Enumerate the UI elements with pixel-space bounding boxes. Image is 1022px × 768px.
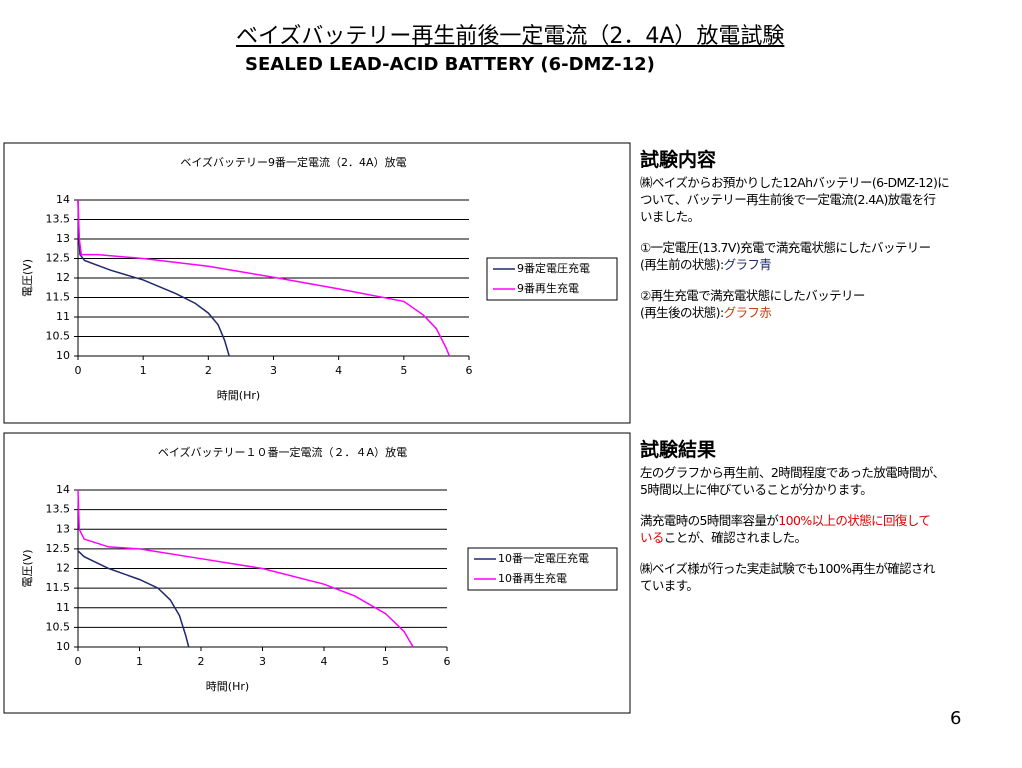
- text-section: 試験内容㈱ベイズからお預かりした12Ahバッテリー(6-DMZ-12)に ついて、…: [640, 148, 1020, 335]
- y-tick-label: 11.5: [46, 291, 71, 304]
- highlight-text: いる: [640, 530, 664, 545]
- x-tick-label: 1: [136, 655, 143, 668]
- paragraph: ㈱ベイズ様が行った実走試験でも100%再生が確認され ています。: [640, 560, 1020, 594]
- x-axis-label: 時間(Hr): [206, 680, 249, 693]
- y-tick-label: 13.5: [46, 503, 71, 516]
- y-tick-label: 10.5: [46, 330, 71, 343]
- text-line: ㈱ベイズからお預かりした12Ahバッテリー(6-DMZ-12)に: [640, 174, 1020, 191]
- y-tick-label: 11: [56, 310, 70, 323]
- text-line: 5時間以上に伸びていることが分かります。: [640, 481, 1020, 498]
- x-tick-label: 0: [75, 655, 82, 668]
- text-run: ①一定電圧(13.7V)充電で満充電状態にしたバッテリー: [640, 240, 931, 255]
- y-axis-label: 電圧(V): [21, 259, 34, 297]
- paragraph: 満充電時の5時間率容量が100%以上の状態に回復して いることが、確認されました。: [640, 512, 1020, 546]
- text-run: いました。: [640, 209, 700, 224]
- text-line: 満充電時の5時間率容量が100%以上の状態に回復して: [640, 512, 1020, 529]
- y-tick-label: 12: [56, 562, 70, 575]
- legend-label: 9番定電圧充電: [517, 261, 590, 275]
- highlight-text: 100%以上の状態に回復して: [778, 513, 931, 528]
- y-tick-label: 11: [56, 601, 70, 614]
- paragraph: ②再生充電で満充電状態にしたバッテリー (再生後の状態):グラフ赤: [640, 287, 1020, 321]
- x-tick-label: 5: [400, 364, 407, 377]
- section-heading: 試験内容: [640, 149, 717, 171]
- text-run: (再生後の状態):: [640, 305, 724, 320]
- x-tick-label: 2: [205, 364, 212, 377]
- page-number: 6: [950, 708, 962, 729]
- slide-subtitle: SEALED LEAD-ACID BATTERY (6-DMZ-12): [245, 54, 655, 75]
- text-run: ②再生充電で満充電状態にしたバッテリー: [640, 288, 865, 303]
- paragraph: 左のグラフから再生前、2時間程度であった放電時間が、 5時間以上に伸びていることが…: [640, 464, 1020, 498]
- x-tick-label: 5: [382, 655, 389, 668]
- x-tick-label: 4: [321, 655, 328, 668]
- text-run: (再生前の状態):: [640, 257, 724, 272]
- x-tick-label: 6: [444, 655, 451, 668]
- chart-title: ベイズバッテリー9番一定電流（2．4A）放電: [180, 155, 406, 169]
- section-heading: 試験結果: [640, 439, 717, 461]
- y-axis-label: 電圧(V): [21, 549, 34, 587]
- slide-title: ベイズバッテリー再生前後一定電流（2．4A）放電試験: [236, 24, 785, 49]
- text-run: ついて、バッテリー再生前後で一定電流(2.4A)放電を行: [640, 192, 936, 207]
- series-line: [77, 199, 451, 357]
- text-run: ことが、確認されました。: [663, 530, 807, 545]
- series-line: [77, 550, 190, 648]
- legend-label: 10番再生充電: [498, 571, 567, 585]
- y-tick-label: 10: [56, 349, 70, 362]
- text-run: 5時間以上に伸びていることが分かります。: [640, 482, 873, 497]
- x-tick-label: 3: [270, 364, 277, 377]
- y-tick-label: 14: [56, 193, 70, 206]
- text-line: (再生後の状態):グラフ赤: [640, 304, 1020, 321]
- y-tick-label: 14: [56, 483, 70, 496]
- series-line: [77, 489, 414, 648]
- text-run: ています。: [640, 578, 699, 593]
- text-run: ㈱ベイズからお預かりした12Ahバッテリー(6-DMZ-12)に: [640, 175, 950, 190]
- legend-box: [486, 257, 618, 301]
- legend-label: 10番一定電圧充電: [498, 551, 589, 565]
- text-line: ついて、バッテリー再生前後で一定電流(2.4A)放電を行: [640, 191, 1020, 208]
- text-line: ㈱ベイズ様が行った実走試験でも100%再生が確認され: [640, 560, 1020, 577]
- y-tick-label: 11.5: [46, 581, 71, 594]
- y-tick-label: 10: [56, 640, 70, 653]
- y-tick-label: 12.5: [46, 252, 71, 265]
- text-section: 試験結果左のグラフから再生前、2時間程度であった放電時間が、 5時間以上に伸びてい…: [640, 438, 1020, 608]
- y-tick-label: 13: [56, 522, 70, 535]
- chart-title: ベイズバッテリー１０番一定電流（２．４A）放電: [158, 445, 407, 459]
- paragraph: ①一定電圧(13.7V)充電で満充電状態にしたバッテリー (再生前の状態):グラフ…: [640, 239, 1020, 273]
- text-line: ①一定電圧(13.7V)充電で満充電状態にしたバッテリー: [640, 239, 1020, 256]
- x-tick-label: 3: [259, 655, 266, 668]
- x-tick-label: 0: [75, 364, 82, 377]
- text-line: (再生前の状態):グラフ青: [640, 256, 1020, 273]
- highlight-text: グラフ青: [723, 257, 772, 272]
- y-tick-label: 12: [56, 271, 70, 284]
- text-line: いることが、確認されました。: [640, 529, 1020, 546]
- x-tick-label: 6: [466, 364, 473, 377]
- text-run: 満充電時の5時間率容量が: [640, 513, 779, 528]
- y-tick-label: 13.5: [46, 213, 71, 226]
- legend-box: [467, 547, 618, 591]
- x-tick-label: 2: [198, 655, 205, 668]
- y-tick-label: 12.5: [46, 542, 71, 555]
- y-tick-label: 13: [56, 232, 70, 245]
- text-line: ています。: [640, 577, 1020, 594]
- text-line: 左のグラフから再生前、2時間程度であった放電時間が、: [640, 464, 1020, 481]
- paragraph: ㈱ベイズからお預かりした12Ahバッテリー(6-DMZ-12)に ついて、バッテリ…: [640, 174, 1020, 225]
- text-run: 左のグラフから再生前、2時間程度であった放電時間が、: [640, 465, 945, 480]
- y-tick-label: 10.5: [46, 620, 71, 633]
- text-line: ②再生充電で満充電状態にしたバッテリー: [640, 287, 1020, 304]
- highlight-text: グラフ赤: [723, 305, 772, 320]
- x-axis-label: 時間(Hr): [217, 389, 260, 402]
- legend-label: 9番再生充電: [517, 281, 579, 295]
- x-tick-label: 4: [335, 364, 342, 377]
- x-tick-label: 1: [140, 364, 147, 377]
- series-line: [77, 199, 230, 357]
- text-run: ㈱ベイズ様が行った実走試験でも100%再生が確認され: [640, 561, 935, 576]
- text-line: いました。: [640, 208, 1020, 225]
